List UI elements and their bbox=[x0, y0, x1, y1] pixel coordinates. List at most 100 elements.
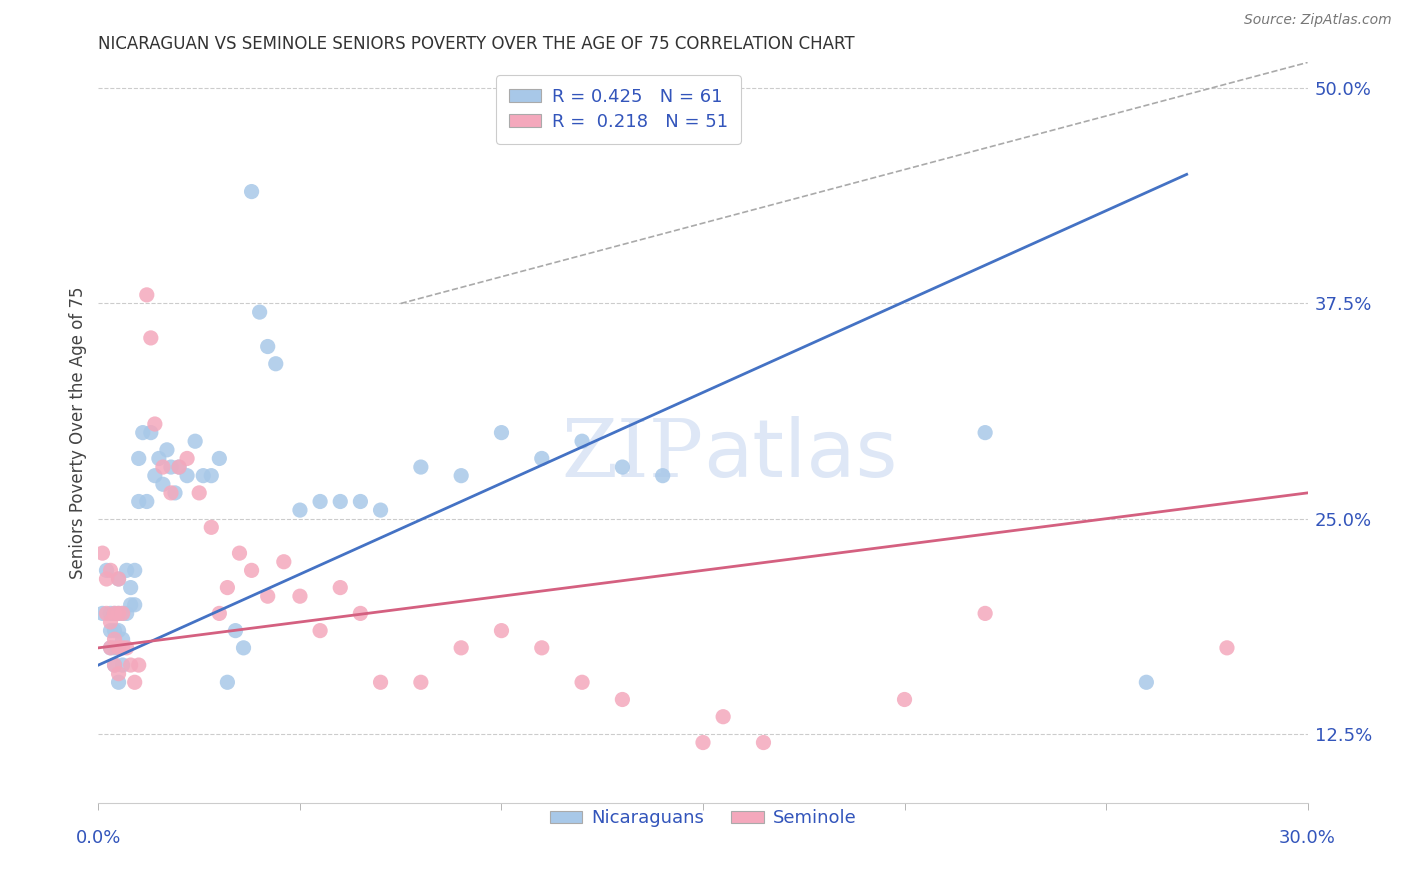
Point bbox=[135, 288, 157, 302]
Point bbox=[200, 468, 222, 483]
Point bbox=[103, 640, 125, 655]
Point bbox=[107, 572, 129, 586]
Point bbox=[107, 640, 129, 655]
Point bbox=[208, 451, 231, 466]
Point bbox=[450, 640, 472, 655]
Point bbox=[103, 658, 125, 673]
Point bbox=[124, 563, 146, 577]
Point bbox=[139, 331, 162, 345]
Point bbox=[1216, 640, 1239, 655]
Point bbox=[228, 546, 250, 560]
Point bbox=[491, 425, 513, 440]
Point bbox=[111, 658, 134, 673]
Point bbox=[409, 460, 432, 475]
Point bbox=[132, 425, 155, 440]
Point bbox=[120, 658, 142, 673]
Point bbox=[224, 624, 246, 638]
Point bbox=[103, 607, 125, 621]
Point bbox=[188, 486, 211, 500]
Point bbox=[256, 589, 278, 603]
Point bbox=[107, 666, 129, 681]
Point bbox=[115, 607, 138, 621]
Point bbox=[240, 563, 263, 577]
Point bbox=[152, 477, 174, 491]
Point bbox=[571, 434, 593, 449]
Point bbox=[309, 624, 332, 638]
Point bbox=[120, 598, 142, 612]
Point bbox=[91, 607, 114, 621]
Point bbox=[571, 675, 593, 690]
Point bbox=[107, 624, 129, 638]
Point bbox=[107, 572, 129, 586]
Point bbox=[139, 425, 162, 440]
Point bbox=[264, 357, 287, 371]
Point bbox=[273, 555, 295, 569]
Point bbox=[96, 607, 118, 621]
Point bbox=[111, 607, 134, 621]
Point bbox=[612, 460, 634, 475]
Point bbox=[111, 632, 134, 647]
Point bbox=[103, 624, 125, 638]
Point bbox=[176, 451, 198, 466]
Point bbox=[349, 607, 371, 621]
Point bbox=[107, 640, 129, 655]
Point bbox=[115, 563, 138, 577]
Point bbox=[148, 451, 170, 466]
Point bbox=[100, 624, 122, 638]
Point bbox=[530, 640, 553, 655]
Point bbox=[160, 486, 183, 500]
Point bbox=[692, 735, 714, 749]
Point bbox=[103, 607, 125, 621]
Point bbox=[217, 581, 239, 595]
Point bbox=[893, 692, 915, 706]
Point bbox=[96, 563, 118, 577]
Point bbox=[124, 675, 146, 690]
Point bbox=[193, 468, 215, 483]
Y-axis label: Seniors Poverty Over the Age of 75: Seniors Poverty Over the Age of 75 bbox=[69, 286, 87, 579]
Point bbox=[491, 624, 513, 638]
Point bbox=[217, 675, 239, 690]
Point bbox=[450, 468, 472, 483]
Point bbox=[288, 589, 311, 603]
Point bbox=[208, 607, 231, 621]
Point bbox=[329, 581, 352, 595]
Point bbox=[409, 675, 432, 690]
Point bbox=[135, 494, 157, 508]
Point bbox=[651, 468, 673, 483]
Point bbox=[752, 735, 775, 749]
Point bbox=[349, 494, 371, 508]
Point bbox=[167, 460, 190, 475]
Point bbox=[128, 451, 150, 466]
Text: NICARAGUAN VS SEMINOLE SENIORS POVERTY OVER THE AGE OF 75 CORRELATION CHART: NICARAGUAN VS SEMINOLE SENIORS POVERTY O… bbox=[98, 35, 855, 53]
Point bbox=[176, 468, 198, 483]
Point bbox=[974, 607, 997, 621]
Text: Source: ZipAtlas.com: Source: ZipAtlas.com bbox=[1244, 13, 1392, 28]
Point bbox=[167, 460, 190, 475]
Point bbox=[612, 692, 634, 706]
Point bbox=[370, 675, 392, 690]
Point bbox=[256, 339, 278, 353]
Point bbox=[91, 546, 114, 560]
Point bbox=[143, 417, 166, 431]
Point bbox=[530, 451, 553, 466]
Point bbox=[128, 494, 150, 508]
Text: 0.0%: 0.0% bbox=[76, 829, 121, 847]
Point bbox=[152, 460, 174, 475]
Point bbox=[329, 494, 352, 508]
Point bbox=[107, 607, 129, 621]
Point bbox=[103, 658, 125, 673]
Point bbox=[160, 460, 183, 475]
Point bbox=[232, 640, 254, 655]
Point bbox=[156, 442, 179, 457]
Text: 30.0%: 30.0% bbox=[1279, 829, 1336, 847]
Point bbox=[1135, 675, 1157, 690]
Point bbox=[288, 503, 311, 517]
Point bbox=[974, 425, 997, 440]
Point bbox=[249, 305, 271, 319]
Point bbox=[240, 185, 263, 199]
Point bbox=[111, 607, 134, 621]
Legend: Nicaraguans, Seminole: Nicaraguans, Seminole bbox=[543, 802, 863, 835]
Point bbox=[309, 494, 332, 508]
Point bbox=[115, 640, 138, 655]
Point bbox=[370, 503, 392, 517]
